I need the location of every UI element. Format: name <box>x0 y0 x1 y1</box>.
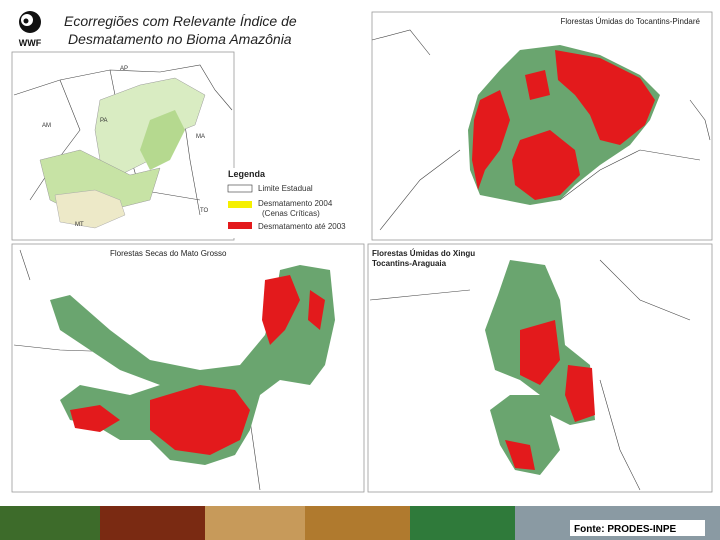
map-panel: Florestas Úmidas do Tocantins-Pindaré <box>371 11 713 241</box>
legend-item: Desmatamento até 2003 <box>258 222 346 231</box>
state-label: AP <box>120 66 128 72</box>
state-label: MA <box>196 134 205 140</box>
title-line: Ecorregiões com Relevante Índice de <box>64 13 297 29</box>
logo-text: WWF <box>19 38 42 48</box>
state-label: TO <box>200 208 209 214</box>
map-panel: Florestas Úmidas do Xingu Tocantins-Arag… <box>367 243 713 493</box>
map-panel: Florestas Secas do Mato Grosso <box>11 243 365 493</box>
logo: WWF <box>19 11 42 48</box>
photo-strip: Fonte: PRODES-INPE <box>0 506 720 540</box>
legend-item: Limite Estadual <box>258 184 313 193</box>
panel-title: Florestas Úmidas do Xingu <box>372 249 475 258</box>
panel-title: Tocantins-Araguaia <box>372 259 447 268</box>
state-label: AM <box>42 123 51 129</box>
title-line: Desmatamento no Bioma Amazônia <box>68 31 292 47</box>
overview-map: AP AM PA MA TO MT Legenda Limite Estadua… <box>11 51 360 241</box>
legend-item: Desmatamento 2004 <box>258 199 333 208</box>
panel-title: Florestas Secas do Mato Grosso <box>110 249 227 258</box>
legend-item: (Cenas Críticas) <box>262 209 320 218</box>
source-label: Fonte: PRODES-INPE <box>574 524 677 535</box>
panel-title: Florestas Úmidas do Tocantins-Pindaré <box>561 17 701 26</box>
legend-title: Legenda <box>228 169 266 179</box>
state-label: PA <box>100 118 108 124</box>
state-label: MT <box>75 222 84 228</box>
